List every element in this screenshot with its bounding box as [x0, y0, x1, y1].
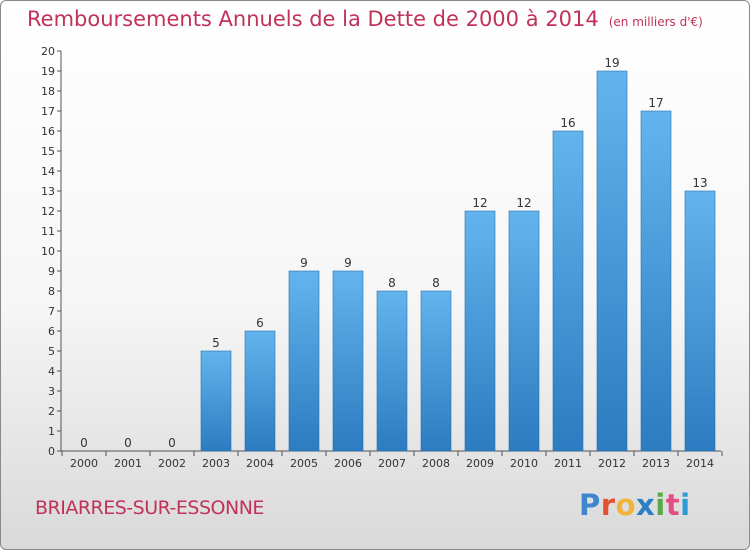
x-tick-label: 2006: [334, 457, 362, 470]
x-tick-label: 2010: [510, 457, 538, 470]
y-tick-label: 18: [41, 85, 55, 98]
y-tick-label: 10: [41, 245, 55, 258]
chart-title: Remboursements Annuels de la Dette de 20…: [27, 7, 703, 31]
labels: 0 2000 0 2001 0 2002 5 2003 6 2004 9 2005 9 2006 8 2007…: [70, 56, 714, 470]
bar: [288, 270, 320, 452]
y-tick-label: 6: [48, 325, 55, 338]
y-tick-label: 8: [48, 285, 55, 298]
x-tick-label: 2007: [378, 457, 406, 470]
y-tick-label: 5: [48, 345, 55, 358]
bar: [508, 210, 540, 452]
x-tick-label: 2013: [642, 457, 670, 470]
bar-value-label: 19: [604, 56, 619, 70]
x-tick-label: 2002: [158, 457, 186, 470]
bar: [420, 290, 452, 452]
bar-value-label: 12: [516, 196, 531, 210]
x-tick-label: 2000: [70, 457, 98, 470]
y-tick-label: 15: [41, 145, 55, 158]
bar: [596, 70, 628, 452]
x-tick-label: 2008: [422, 457, 450, 470]
y-tick-label: 20: [41, 45, 55, 58]
bar-value-label: 5: [212, 336, 220, 350]
bar: [244, 330, 276, 452]
x-tick-label: 2004: [246, 457, 274, 470]
bar-value-label: 9: [344, 256, 352, 270]
y-tick-label: 19: [41, 65, 55, 78]
x-tick-label: 2009: [466, 457, 494, 470]
x-tick-label: 2012: [598, 457, 626, 470]
bar-value-label: 16: [560, 116, 575, 130]
bar: [464, 210, 496, 452]
bar-value-label: 17: [648, 96, 663, 110]
title-text: Remboursements Annuels de la Dette de 20…: [27, 7, 599, 31]
bar: [332, 270, 364, 452]
bar-value-label: 9: [300, 256, 308, 270]
bar: [200, 350, 232, 452]
y-tick-label: 2: [48, 405, 55, 418]
bar-value-label: 0: [124, 436, 132, 450]
y-tick-label: 3: [48, 385, 55, 398]
bar-value-label: 13: [692, 176, 707, 190]
bar: [552, 130, 584, 452]
x-tick-label: 2005: [290, 457, 318, 470]
x-tick-label: 2003: [202, 457, 230, 470]
bar-value-label: 8: [432, 276, 440, 290]
y-tick-label: 13: [41, 185, 55, 198]
bar: [684, 190, 716, 452]
y-tick-label: 0: [48, 445, 55, 458]
y-tick-label: 1: [48, 425, 55, 438]
y-tick-label: 16: [41, 125, 55, 138]
commune-name: BRIARRES-SUR-ESSONNE: [35, 497, 264, 519]
x-tick-label: 2001: [114, 457, 142, 470]
bar-value-label: 6: [256, 316, 264, 330]
bar-value-label: 0: [80, 436, 88, 450]
y-tick-label: 7: [48, 305, 55, 318]
bar-value-label: 8: [388, 276, 396, 290]
bar: [376, 290, 408, 452]
y-tick-label: 14: [41, 165, 55, 178]
bar-value-label: 0: [168, 436, 176, 450]
proxiti-logo: Proxiti: [579, 488, 691, 522]
y-tick-label: 4: [48, 365, 55, 378]
title-unit: (en milliers d'€): [608, 15, 703, 29]
x-tick-label: 2014: [686, 457, 714, 470]
bar: [640, 110, 672, 452]
x-tick-label: 2011: [554, 457, 582, 470]
bars: [200, 70, 716, 452]
y-tick-label: 12: [41, 205, 55, 218]
y-tick-label: 9: [48, 265, 55, 278]
bar-value-label: 12: [472, 196, 487, 210]
y-tick-label: 11: [41, 225, 55, 238]
y-tick-label: 17: [41, 105, 55, 118]
